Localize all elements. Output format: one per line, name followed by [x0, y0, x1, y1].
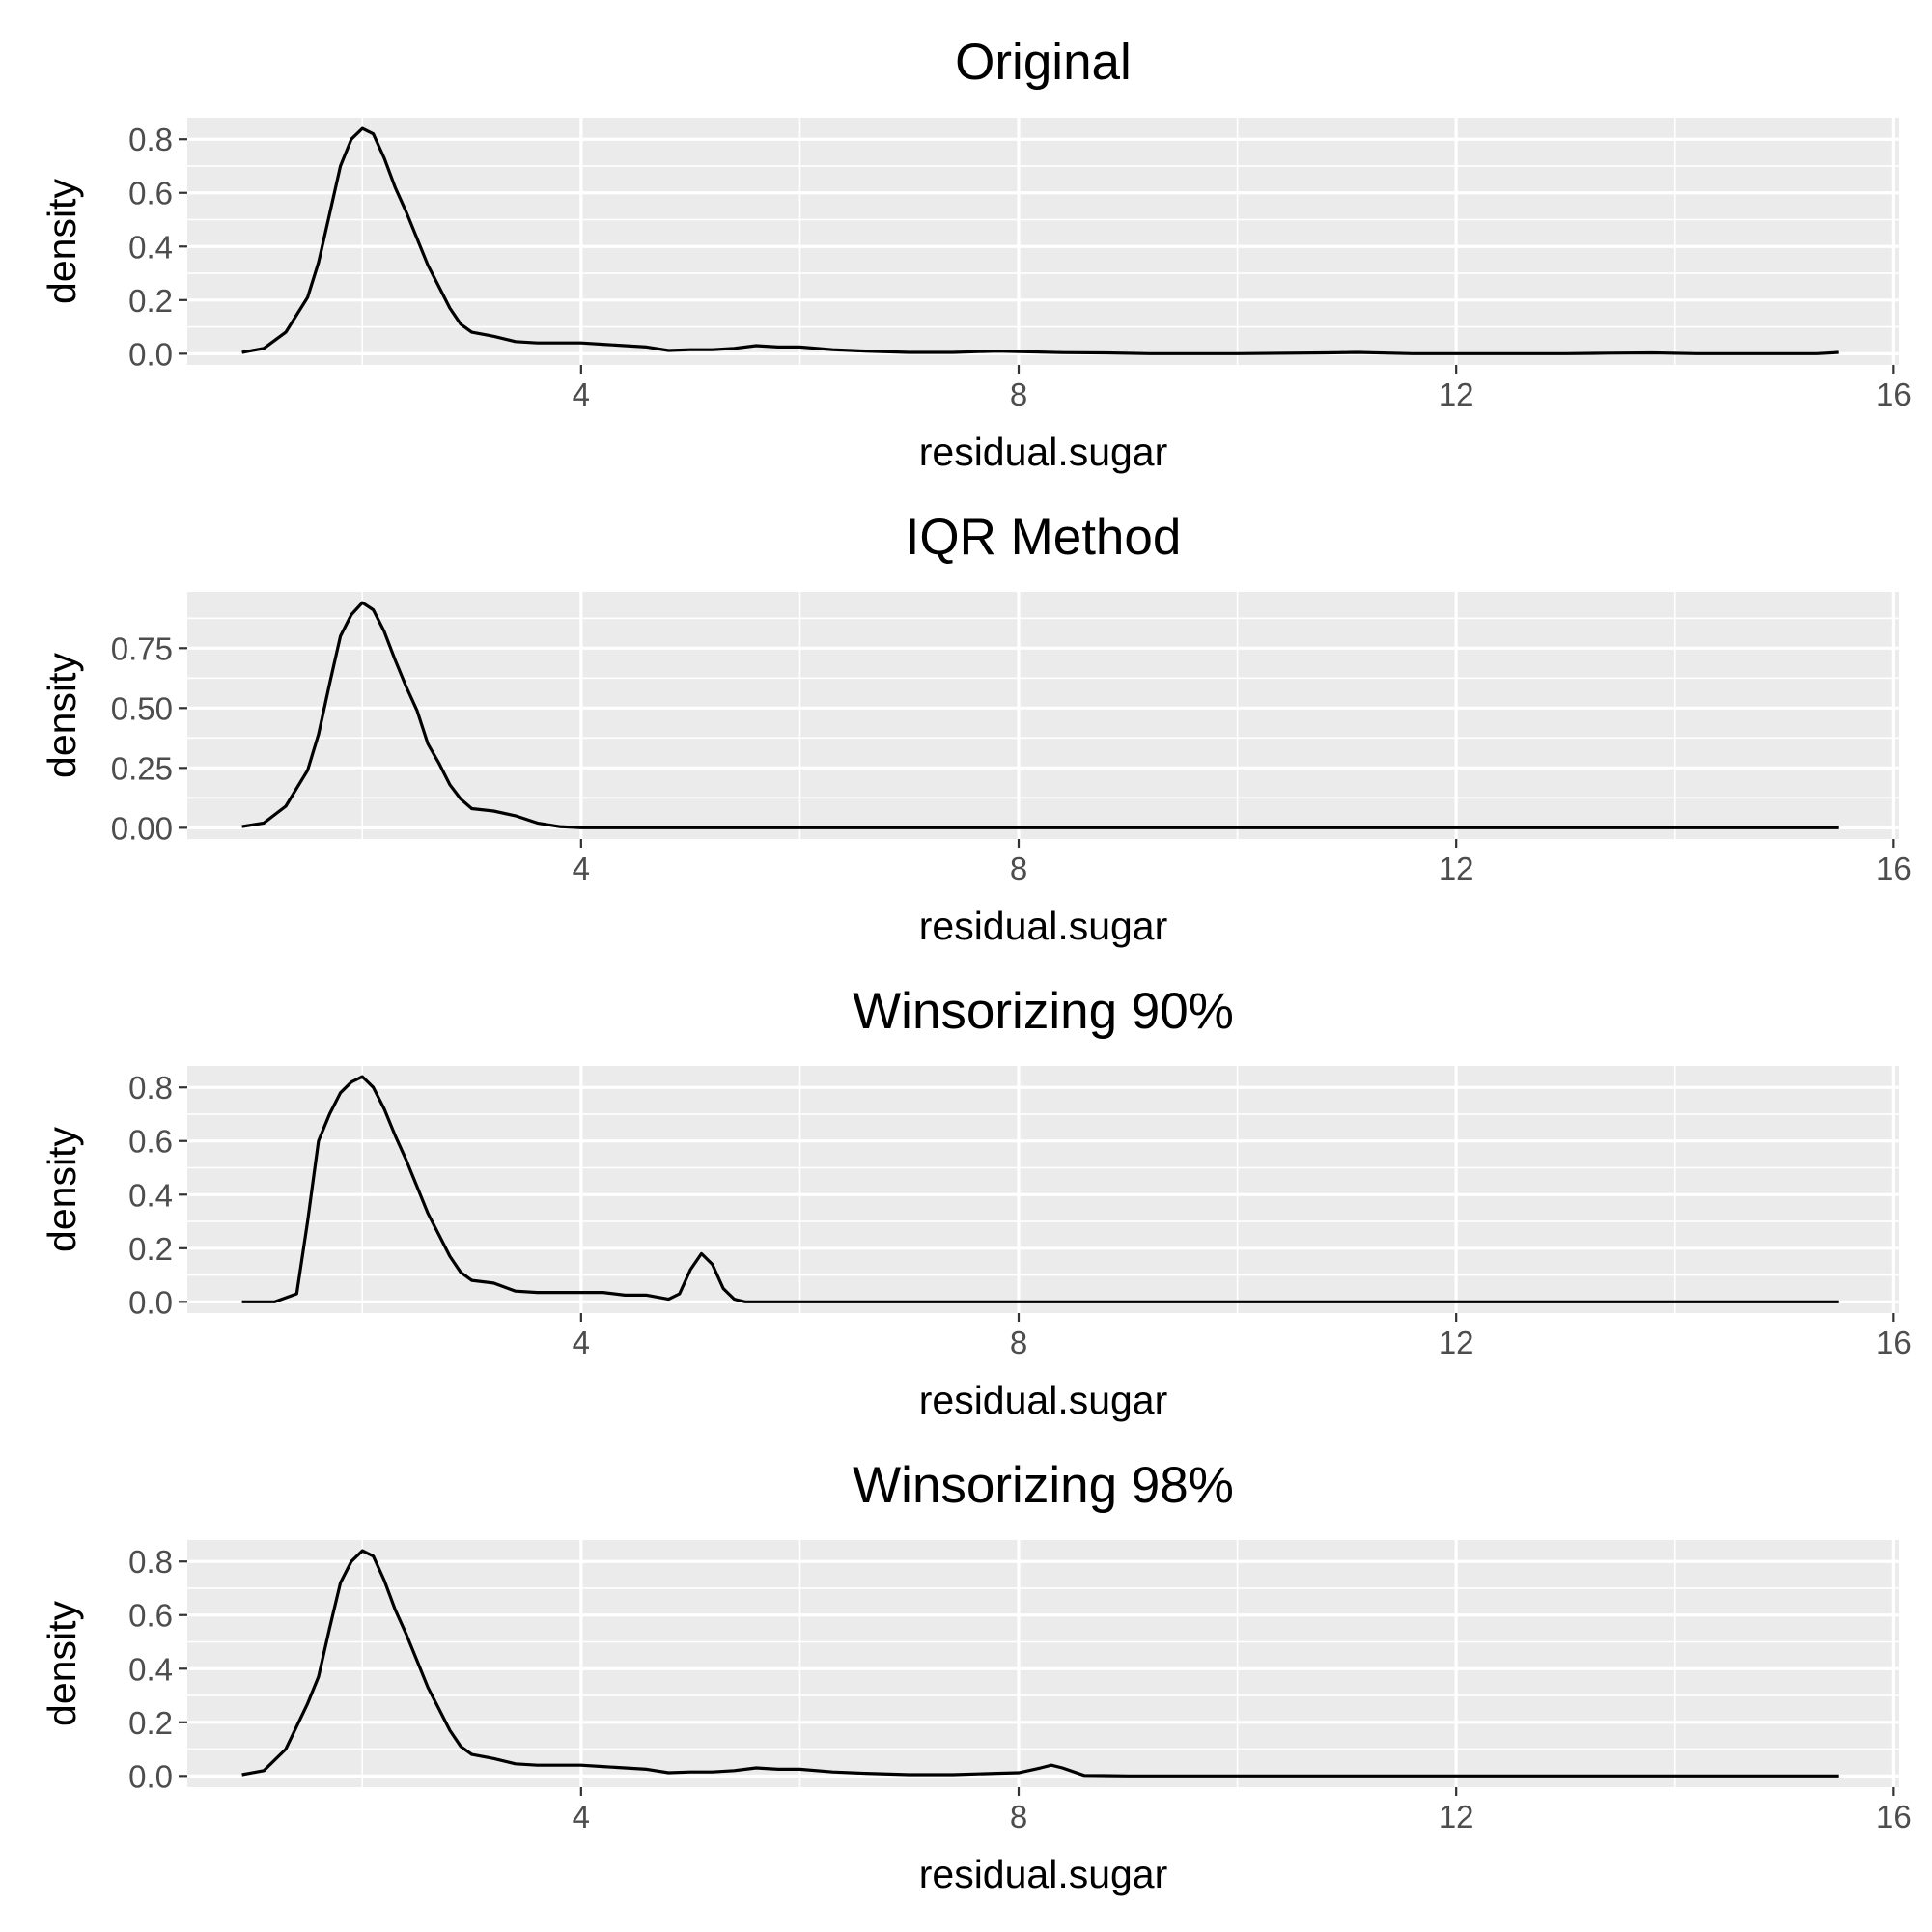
y-tick-label: 0.50	[111, 690, 173, 726]
y-tick-label: 0.8	[128, 122, 173, 157]
x-tick-label: 4	[573, 377, 590, 412]
facet-panel-2: 4 8 12 16 0.00 0.25 0.50 0.75 IQR Method residual…	[40, 509, 1912, 948]
panel-background	[187, 1540, 1899, 1787]
x-tick-label: 8	[1010, 1325, 1027, 1360]
panel-background	[187, 118, 1899, 365]
x-tick-label: 16	[1876, 851, 1912, 886]
y-tick-label: 0.0	[128, 1758, 173, 1794]
y-tick-label: 0.8	[128, 1544, 173, 1580]
x-tick-label: 12	[1439, 1799, 1474, 1834]
y-tick-label: 0.6	[128, 1598, 173, 1634]
x-axis-title: residual.sugar	[919, 1378, 1168, 1422]
panel-background	[187, 1066, 1899, 1313]
panel-title: IQR Method	[906, 509, 1182, 566]
y-tick-label: 0.8	[128, 1070, 173, 1106]
panel-background	[187, 592, 1899, 839]
x-tick-label: 16	[1876, 1799, 1912, 1834]
y-tick-label: 0.6	[128, 176, 173, 211]
facet-panel-3: 4 8 12 16 0.0 0.2 0.4 0.6 0.8 Winsorizing 90% resi…	[40, 983, 1912, 1422]
x-tick-label: 4	[573, 1325, 590, 1360]
x-tick-label: 12	[1439, 1325, 1474, 1360]
y-axis-title: density	[40, 1127, 84, 1252]
x-tick-label: 4	[573, 851, 590, 886]
x-axis-title: residual.sugar	[919, 430, 1168, 474]
facet-panel-4: 4 8 12 16 0.0 0.2 0.4 0.6 0.8 Winsorizing 98% resi…	[40, 1457, 1912, 1896]
density-line	[241, 601, 1839, 829]
facet-panel-1: 4 8 12 16 0.0 0.2 0.4 0.6 0.8 Original residual.su…	[40, 34, 1912, 474]
y-tick-label: 0.75	[111, 630, 173, 666]
y-tick-label: 0.2	[128, 1705, 173, 1741]
x-tick-label: 16	[1876, 1325, 1912, 1360]
panel-title: Original	[955, 34, 1132, 91]
x-axis-title: residual.sugar	[919, 1852, 1168, 1896]
x-axis-title: residual.sugar	[919, 904, 1168, 948]
y-axis-title: density	[40, 1601, 84, 1726]
y-tick-label: 0.4	[128, 229, 173, 265]
x-tick-label: 16	[1876, 377, 1912, 412]
y-axis-title: density	[40, 653, 84, 778]
y-tick-label: 0.0	[128, 1284, 173, 1320]
panel-title: Winsorizing 98%	[853, 1457, 1234, 1514]
y-tick-label: 0.6	[128, 1124, 173, 1160]
y-tick-label: 0.4	[128, 1651, 173, 1687]
x-tick-label: 12	[1439, 851, 1474, 886]
y-tick-label: 0.2	[128, 1231, 173, 1267]
density-line	[241, 1075, 1839, 1303]
density-line	[241, 1549, 1839, 1778]
y-tick-label: 0.2	[128, 283, 173, 319]
y-axis-title: density	[40, 179, 84, 304]
x-tick-label: 12	[1439, 377, 1474, 412]
x-tick-label: 8	[1010, 377, 1027, 412]
x-tick-label: 4	[573, 1799, 590, 1834]
y-tick-label: 0.00	[111, 810, 173, 846]
y-tick-label: 0.4	[128, 1177, 173, 1213]
y-tick-label: 0.25	[111, 750, 173, 786]
panel-title: Winsorizing 90%	[853, 983, 1234, 1040]
density-line	[241, 126, 1839, 355]
x-tick-label: 8	[1010, 851, 1027, 886]
x-tick-label: 8	[1010, 1799, 1027, 1834]
y-tick-label: 0.0	[128, 336, 173, 372]
